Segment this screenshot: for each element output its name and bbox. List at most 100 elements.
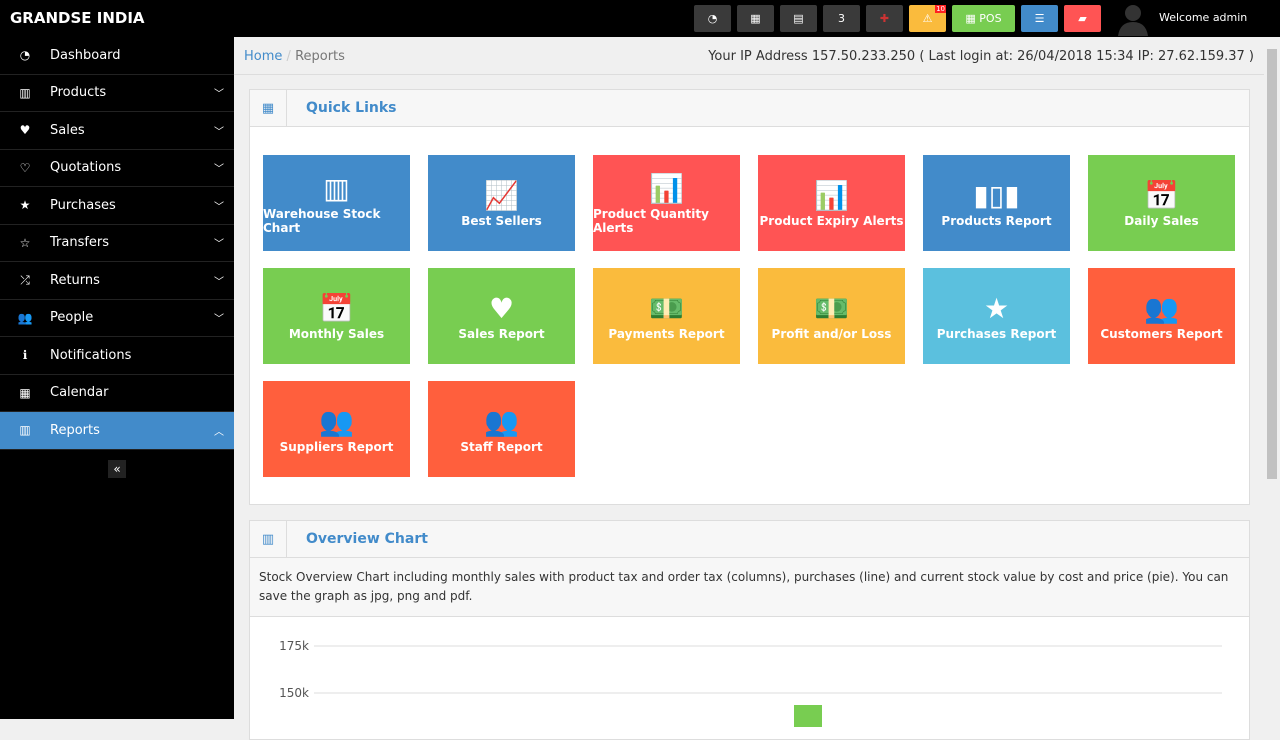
clear-button[interactable]: ▰ <box>1064 5 1101 32</box>
tile-label: Monthly Sales <box>288 327 385 341</box>
calculator-button[interactable]: ▦ <box>737 5 774 32</box>
scrollbar-thumb[interactable] <box>1267 49 1277 479</box>
sidebar-item-label: Purchases <box>50 197 116 213</box>
bar-chart-icon: ▥ <box>250 520 287 558</box>
quick-link-payments-report[interactable]: 💵 Payments Report <box>593 268 740 364</box>
quick-link-products-report[interactable]: ▮▯▮ Products Report <box>923 155 1070 251</box>
breadcrumb-separator: / <box>286 49 291 64</box>
quick-link-profit-and-or-loss[interactable]: 💵 Profit and/or Loss <box>758 268 905 364</box>
collapse-sidebar-button[interactable]: « <box>108 459 126 478</box>
tile-icon: 👥 <box>484 405 519 438</box>
calendar-icon: ▦ <box>19 385 31 400</box>
tile-icon: 📊 <box>649 172 684 205</box>
tile-label: Product Quantity Alerts <box>593 207 709 235</box>
sidebar-item-reports[interactable]: ▥ Reports ︿ <box>0 412 234 450</box>
star-outline-icon: ☆ <box>19 235 31 250</box>
sidebar-item-label: Reports <box>50 422 100 438</box>
pos-button[interactable]: ▦ POS <box>952 5 1015 32</box>
sidebar-item-label: Calendar <box>50 385 109 401</box>
users-icon: 👥 <box>17 310 33 325</box>
quick-link-purchases-report[interactable]: ★ Purchases Report <box>923 268 1070 364</box>
quick-link-warehouse-stock-chart[interactable]: ▥ Warehouse Stock Chart <box>263 155 410 251</box>
chevron-down-icon: ﹀ <box>214 89 224 101</box>
sidebar-item-returns[interactable]: ⤮ Returns ﹀ <box>0 262 234 300</box>
sidebar-item-label: Products <box>50 85 107 101</box>
sidebar-item-label: Notifications <box>50 347 132 363</box>
random-icon: ⤮ <box>20 272 30 287</box>
alert-count-badge: 10 <box>935 5 946 13</box>
sidebar-item-calendar[interactable]: ▦ Calendar <box>0 375 234 412</box>
list-button[interactable]: ☰ <box>1021 5 1058 32</box>
dashboard-icon: ◔ <box>19 48 31 63</box>
sidebar-item-products[interactable]: ▥ Products ﹀ <box>0 75 234 112</box>
tile-icon: 📅 <box>319 292 354 325</box>
sidebar-item-people[interactable]: 👥 People ﹀ <box>0 300 234 337</box>
overview-chart: 175k 150k <box>279 639 1222 735</box>
breadcrumb-current: Reports <box>295 49 345 64</box>
tile-icon: ▮▯▮ <box>973 179 1020 212</box>
top-bar: GRANDSE INDIA ◔ ▦ ▤ 3 ✚ ⚠ 10 ▦ POS ☰ ▰ We… <box>0 0 1280 37</box>
sidebar-item-label: People <box>50 310 94 326</box>
grid-icon: ▦ <box>965 12 980 25</box>
css3-icon: 3 <box>838 12 845 25</box>
tile-icon: ▥ <box>323 172 350 205</box>
panel-title: Overview Chart <box>306 531 428 547</box>
breadcrumb-home[interactable]: Home <box>244 49 283 64</box>
quick-link-monthly-sales[interactable]: 📅 Monthly Sales <box>263 268 410 364</box>
welcome-user[interactable]: Welcome admin <box>1159 11 1248 24</box>
sidebar-item-sales[interactable]: ♥ Sales ﹀ <box>0 112 234 150</box>
tile-icon: 👥 <box>1144 292 1179 325</box>
y-tick-label: 175k <box>279 639 309 653</box>
quick-link-sales-report[interactable]: ♥ Sales Report <box>428 268 575 364</box>
chevron-down-icon: ﹀ <box>214 201 224 213</box>
bar-chart-icon: ▥ <box>19 423 31 438</box>
tile-label: Purchases Report <box>936 327 1057 341</box>
avatar[interactable] <box>1116 2 1150 36</box>
chart-bar[interactable] <box>794 705 822 735</box>
list-icon: ☰ <box>1034 12 1045 25</box>
sidebar-item-notifications[interactable]: ℹ Notifications <box>0 337 234 375</box>
quick-links-panel: ▦ Quick Links ▥ Warehouse Stock Chart 📈 Best… <box>249 89 1250 505</box>
tile-icon: 💵 <box>814 292 849 325</box>
eraser-icon: ▰ <box>1078 12 1087 25</box>
tile-icon: ★ <box>983 292 1010 325</box>
chevron-down-icon: ﹀ <box>214 314 224 326</box>
warning-icon: ⚠ <box>922 12 933 25</box>
sidebar-item-dashboard[interactable]: ◔ Dashboard <box>0 37 234 75</box>
quick-link-suppliers-report[interactable]: 👥 Suppliers Report <box>263 381 410 477</box>
tile-label: Product Expiry Alerts <box>759 214 904 228</box>
tile-icon: ♥ <box>488 292 515 325</box>
y-tick-label: 150k <box>279 686 309 700</box>
sidebar-item-label: Returns <box>50 272 100 288</box>
tile-icon: 📈 <box>484 179 519 212</box>
language-button[interactable]: ✚ <box>866 5 903 32</box>
sidebar-item-quotations[interactable]: ♡ Quotations ﹀ <box>0 150 234 187</box>
quick-link-customers-report[interactable]: 👥 Customers Report <box>1088 268 1235 364</box>
quick-link-staff-report[interactable]: 👥 Staff Report <box>428 381 575 477</box>
brand-logo[interactable]: GRANDSE INDIA <box>10 9 145 27</box>
sidebar-item-label: Sales <box>50 122 85 138</box>
sidebar-item-transfers[interactable]: ☆ Transfers ﹀ <box>0 225 234 262</box>
quick-link-product-expiry-alerts[interactable]: 📊 Product Expiry Alerts <box>758 155 905 251</box>
tile-label: Profit and/or Loss <box>771 327 892 341</box>
calendar-button[interactable]: ▤ <box>780 5 817 32</box>
sidebar-item-purchases[interactable]: ★ Purchases ﹀ <box>0 187 234 225</box>
heart-outline-icon: ♡ <box>19 160 31 175</box>
flag-uk-icon: ✚ <box>879 12 890 25</box>
star-icon: ★ <box>19 198 31 213</box>
info-icon: ℹ <box>22 348 28 363</box>
calendar-icon: ▤ <box>793 12 804 25</box>
grid-icon: ▦ <box>250 89 287 127</box>
quick-link-product-quantity-alerts[interactable]: 📊 Product Quantity Alerts <box>593 155 740 251</box>
quick-link-best-sellers[interactable]: 📈 Best Sellers <box>428 155 575 251</box>
scrollbar[interactable] <box>1264 37 1280 719</box>
heart-icon: ♥ <box>19 123 31 138</box>
alerts-button[interactable]: ⚠ 10 <box>909 5 946 32</box>
dashboard-icon: ◔ <box>707 12 718 25</box>
tile-label: Warehouse Stock Chart <box>263 207 381 235</box>
dashboard-button[interactable]: ◔ <box>694 5 731 32</box>
css3-button[interactable]: 3 <box>823 5 860 32</box>
tile-icon: 👥 <box>319 405 354 438</box>
quick-link-daily-sales[interactable]: 📅 Daily Sales <box>1088 155 1235 251</box>
breadcrumb: Home / Reports <box>244 49 345 64</box>
